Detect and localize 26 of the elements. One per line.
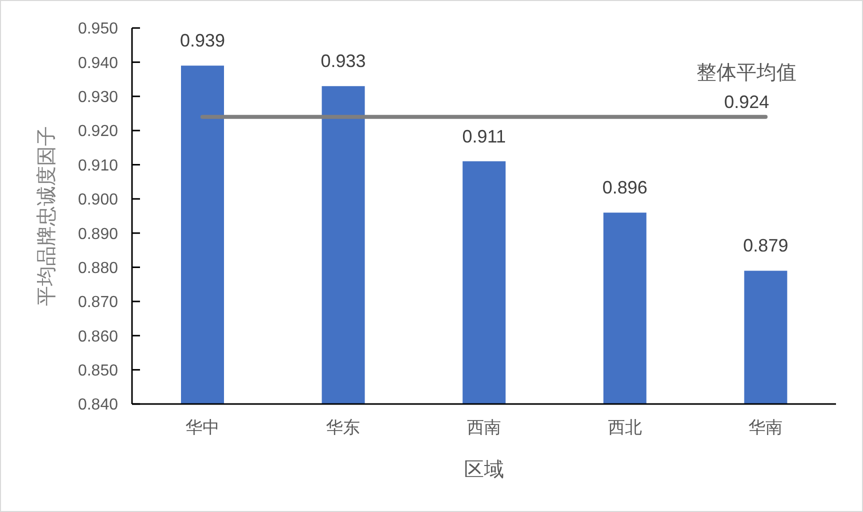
y-tick-label: 0.840	[78, 396, 118, 414]
x-tick-label: 西南	[467, 418, 501, 438]
series-label: 整体平均值	[696, 60, 797, 84]
y-tick-label: 0.930	[78, 89, 118, 106]
x-tick-label: 华东	[326, 418, 360, 438]
y-tick-label: 0.870	[78, 294, 118, 312]
y-tick-label: 0.920	[78, 123, 118, 140]
data-label: 0.879	[743, 236, 788, 256]
y-tick-label: 0.910	[78, 157, 118, 174]
data-label: 0.933	[320, 51, 366, 72]
x-tick-label: 西北	[608, 418, 642, 438]
x-axis-title: 区域	[464, 457, 504, 481]
y-tick-label: 0.850	[78, 362, 118, 380]
data-label: 0.911	[462, 126, 506, 146]
y-tick-label: 0.880	[78, 260, 118, 277]
y-axis-title: 平均品牌忠诚度因子	[34, 126, 58, 306]
y-tick-label: 0.950	[78, 20, 118, 38]
x-tick-label: 华南	[748, 418, 783, 438]
y-tick-label: 0.940	[78, 54, 118, 72]
data-label: 0.939	[180, 30, 226, 51]
y-tick-label: 0.900	[78, 192, 118, 209]
y-tick-label: 0.860	[78, 328, 118, 346]
y-tick-label: 0.890	[78, 226, 118, 243]
data-label: 0.896	[602, 178, 648, 198]
data-label: 0.924	[724, 92, 770, 112]
x-tick-label: 华中	[185, 418, 220, 438]
